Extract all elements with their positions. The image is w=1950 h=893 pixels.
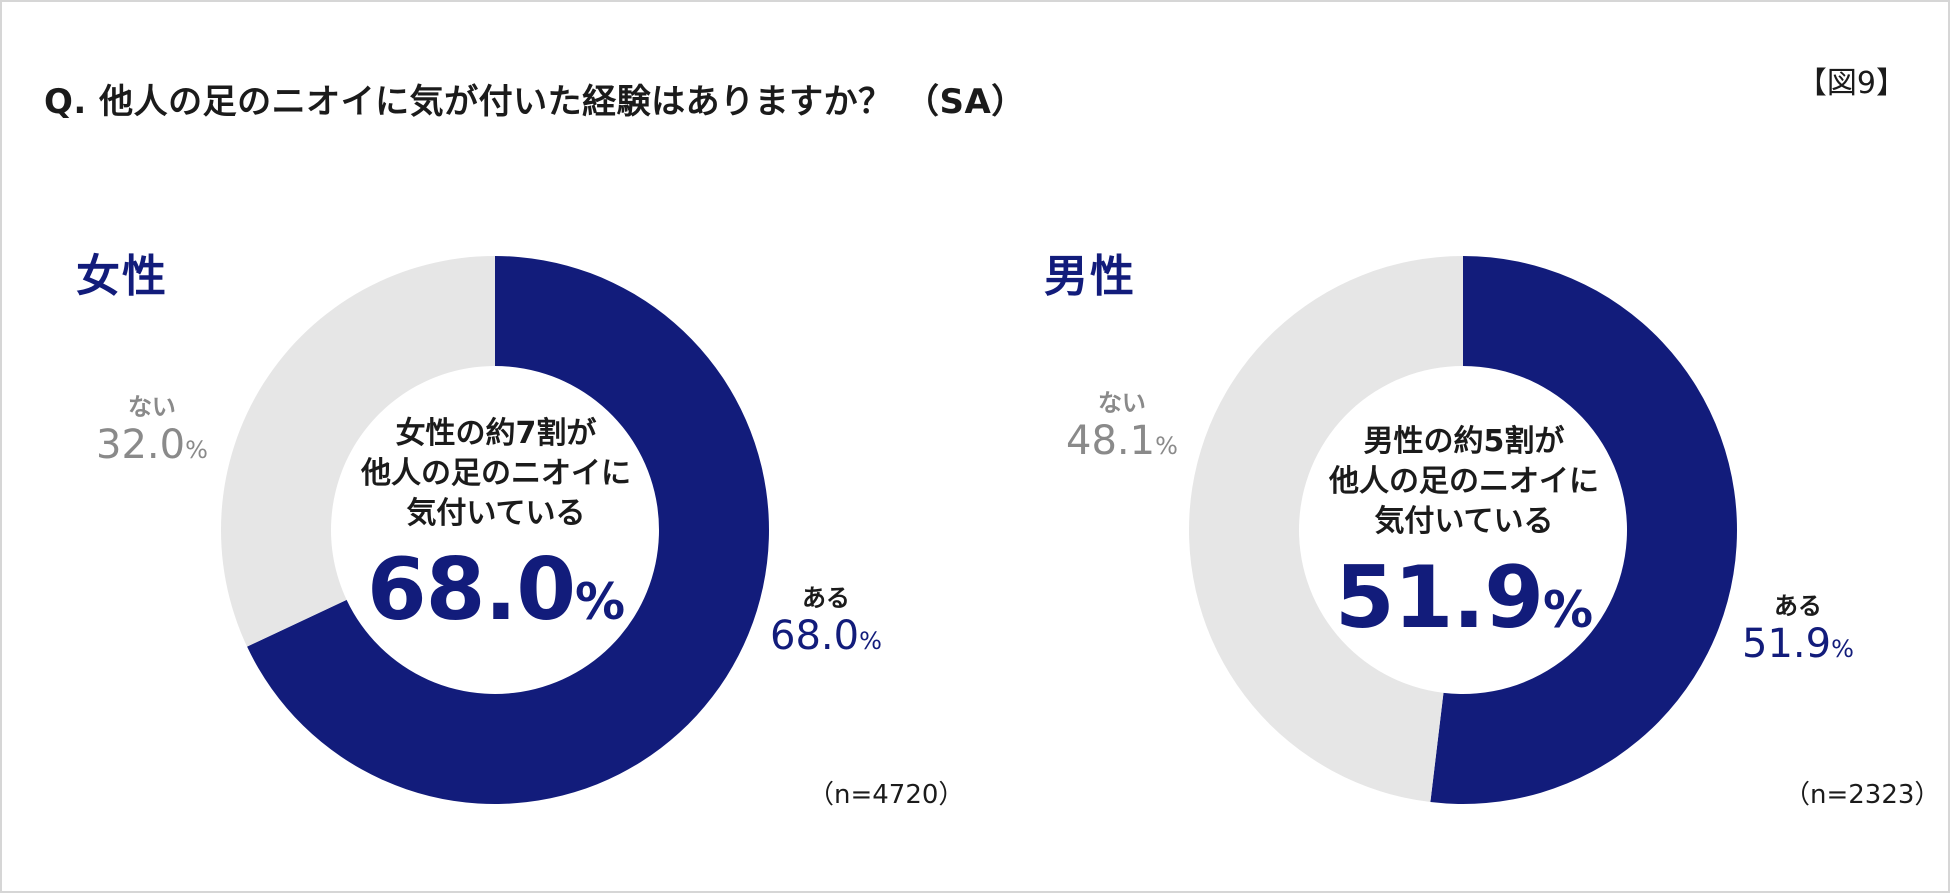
slice-value-percent: % [1155, 432, 1178, 460]
question-title: Q. 他人の足のニオイに気が付いた経験はありますか？ （SA） [44, 82, 1026, 122]
slice-label-text: ある [1773, 592, 1822, 620]
slice-yes [247, 256, 770, 804]
slice-value: 68.0% [770, 613, 882, 659]
slice-value-number: 51.9 [1742, 621, 1832, 667]
slice-label-yes: ある 51.9% [1742, 586, 1854, 667]
slice-value-number: 48.1 [1066, 418, 1156, 464]
chart-panel-female: 女性 女性の約7割が 他人の足のニオイに 気付いている 68.0% ある 68.… [76, 251, 965, 810]
slice-value-number: 68.0 [770, 613, 860, 659]
slice-no [1189, 256, 1463, 803]
slice-value: 51.9% [1742, 621, 1854, 667]
slice-label-text: ない [127, 393, 176, 421]
center-text-line: 他人の足のニオイに [361, 456, 631, 491]
center-text-line: 気付いている [1374, 504, 1554, 539]
sample-size-label: （n=4720） [808, 780, 965, 810]
chart-panel-male: 男性 男性の約5割が 他人の足のニオイに 気付いている 51.9% ある 51.… [968, 0, 1943, 893]
center-value: 68.0% [326, 540, 666, 640]
center-text-line: 気付いている [406, 496, 586, 531]
figure-label: 【図9】 [1796, 66, 1906, 101]
slice-no [221, 256, 496, 647]
slice-yes [1430, 256, 1738, 804]
center-text-line: 他人の足のニオイに [1329, 464, 1599, 499]
center-text: 男性の約5割が 他人の足のニオイに 気付いている [1294, 422, 1634, 542]
sample-size-label: （n=2323） [1784, 780, 1941, 810]
center-value-percent: % [575, 573, 626, 631]
center-text: 女性の約7割が 他人の足のニオイに 気付いている [326, 414, 666, 534]
slice-value: 48.1% [1066, 418, 1178, 464]
slice-value-number: 32.0 [96, 422, 186, 468]
center-text-line: 男性の約5割が [1363, 424, 1565, 459]
donut-chart [221, 256, 770, 804]
center-value-number: 51.9 [1334, 548, 1544, 648]
slice-label-yes: ある 68.0% [770, 578, 882, 659]
center-value-number: 68.0 [366, 540, 576, 640]
slice-label-text: ない [1097, 389, 1146, 417]
slice-label-no: ない 48.1% [1066, 383, 1178, 464]
donut-chart [1189, 256, 1738, 804]
slice-label-no: ない 32.0% [96, 387, 208, 468]
slice-value: 32.0% [96, 422, 208, 468]
center-value-percent: % [1543, 581, 1594, 639]
slice-label-text: ある [801, 584, 850, 612]
chart-title: 男性 [1044, 251, 1136, 302]
slice-value-percent: % [859, 627, 882, 655]
center-text-line: 女性の約7割が [395, 416, 597, 451]
chart-title: 女性 [76, 251, 168, 302]
slice-value-percent: % [1831, 635, 1854, 663]
center-value: 51.9% [1294, 548, 1634, 648]
slice-value-percent: % [185, 436, 208, 464]
